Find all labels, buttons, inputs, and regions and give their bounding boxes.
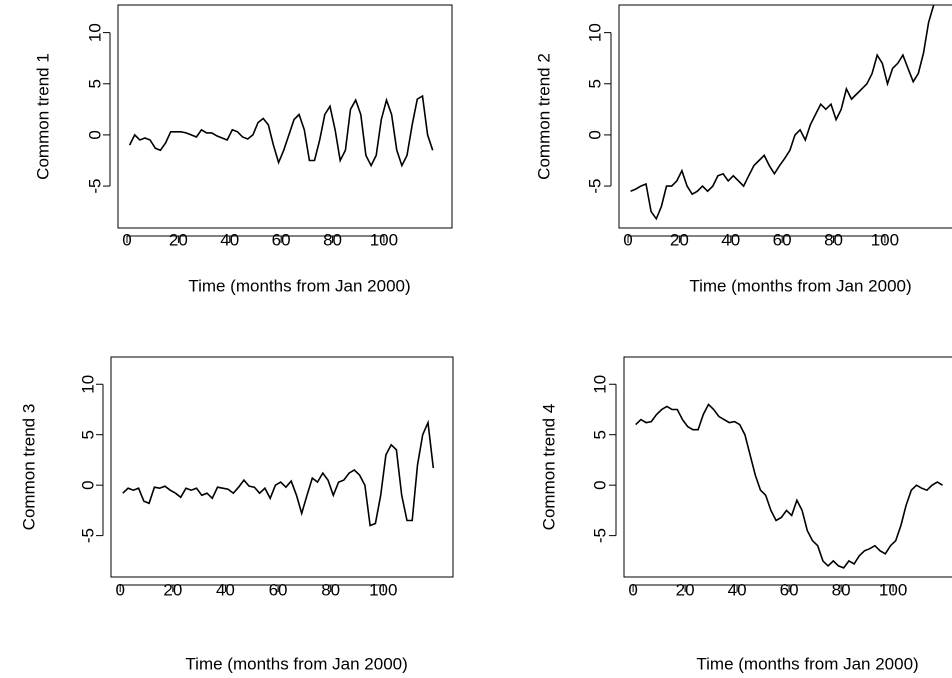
y-tick-label: 0 [585,130,604,139]
trend-line [635,403,943,569]
y-tick-label: 5 [590,430,609,439]
y-tick-label: 5 [585,79,604,88]
y-tick-label: 10 [585,23,604,42]
x-tick-label: 40 [728,580,747,599]
x-axis-title: Time (months from Jan 2000) [185,654,407,673]
y-tick-label: 0 [78,480,97,489]
x-tick-label: 0 [115,580,124,599]
x-axis-title: Time (months from Jan 2000) [188,276,410,295]
trend-line [128,94,434,168]
x-tick-label: 0 [623,230,632,249]
plot-box [110,356,454,578]
x-tick-label: 20 [676,580,695,599]
x-tick-label: 80 [321,580,340,599]
x-tick-label: 60 [780,580,799,599]
panel: 0 20 40 60 80 100 -5 0 5 10 Time (months from Jan … [19,356,454,673]
plot-box [618,4,952,229]
plot-area [630,5,935,221]
x-tick-label: 0 [628,580,637,599]
panel: 0 20 40 60 80 100 -5 0 5 10 Time (months from Jan … [534,4,952,295]
y-tick-label: 5 [78,430,97,439]
x-tick-label: 0 [122,230,131,249]
y-axis-title: Common trend 3 [19,404,38,531]
y-axis-title: Common trend 1 [33,53,52,180]
panel: 0 20 40 60 80 100 -5 0 5 10 Time (months from Jan … [33,4,453,295]
y-tick-label: 0 [85,130,104,139]
x-tick-label: 40 [216,580,235,599]
trend-line [630,5,935,221]
y-axis-title: Common trend 4 [539,404,558,531]
plot-area [635,403,943,569]
x-tick-label: 60 [272,230,291,249]
y-tick-label: 0 [590,480,609,489]
x-tick-label: 100 [871,230,899,249]
y-tick-label: -5 [585,178,604,193]
x-tick-label: 100 [370,230,398,249]
y-tick-label: -5 [85,178,104,193]
x-tick-label: 100 [369,580,397,599]
x-tick-label: 80 [824,230,843,249]
x-tick-label: 80 [323,230,342,249]
x-tick-label: 60 [269,580,288,599]
y-tick-label: -5 [78,528,97,543]
x-tick-label: 80 [832,580,851,599]
x-tick-label: 100 [879,580,907,599]
x-tick-label: 40 [220,230,239,249]
y-tick-label: 5 [85,79,104,88]
y-tick-label: -5 [590,528,609,543]
x-tick-label: 60 [773,230,792,249]
y-tick-label: 10 [85,23,104,42]
trend-line [122,419,435,527]
y-tick-label: 10 [78,375,97,394]
plot-area [128,94,434,168]
x-tick-label: 20 [670,230,689,249]
y-tick-label: 10 [590,375,609,394]
x-axis-title: Time (months from Jan 2000) [689,276,911,295]
plot-box [117,4,453,229]
x-axis-title: Time (months from Jan 2000) [696,654,918,673]
x-tick-label: 20 [163,580,182,599]
plot-box [623,356,952,578]
panel: 0 20 40 60 80 100 -5 0 5 10 Time (months from Jan … [539,356,952,673]
x-tick-label: 20 [169,230,188,249]
x-tick-label: 40 [721,230,740,249]
plot-area [122,419,435,527]
y-axis-title: Common trend 2 [534,53,553,180]
